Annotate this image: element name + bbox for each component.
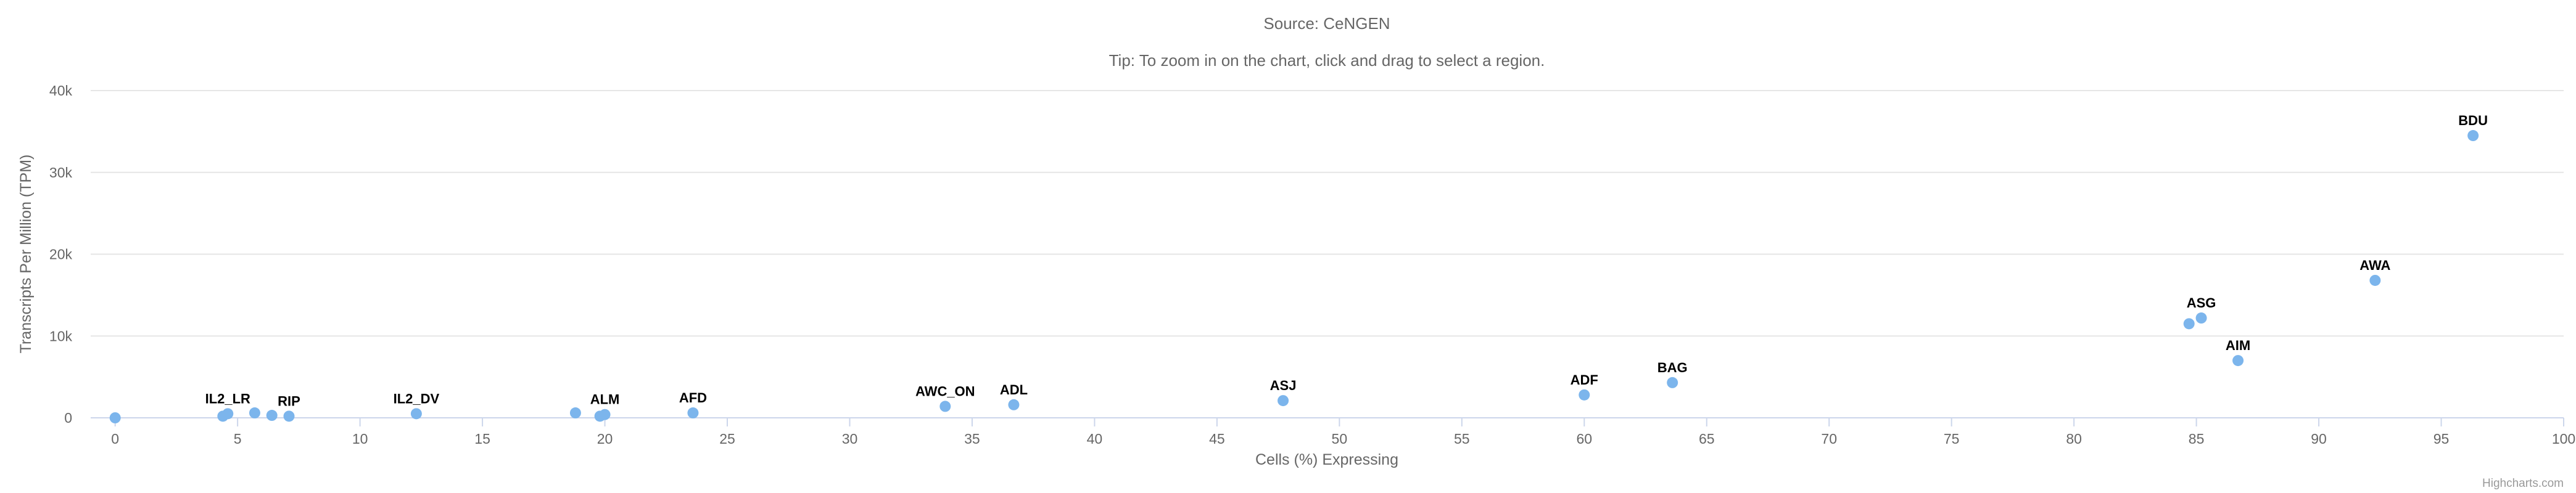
scatter-point[interactable] xyxy=(266,410,278,422)
x-tick-label: 15 xyxy=(474,431,490,447)
y-tick-label: 10k xyxy=(49,328,73,344)
grid xyxy=(91,90,2564,337)
point-label: ADF xyxy=(1571,372,1598,388)
scatter-point[interactable] xyxy=(410,408,422,420)
scatter-point[interactable] xyxy=(2183,318,2195,330)
axes: 0 10k 20k 30k 40k 0 5 10 15 20 25 30 35 40 45 50 55 60 65 7… xyxy=(49,83,2575,447)
highcharts-credits[interactable]: Highcharts.com xyxy=(2482,477,2564,490)
x-tick-label: 65 xyxy=(1699,431,1715,447)
point-label: ASJ xyxy=(1270,378,1297,393)
x-tick-label: 85 xyxy=(2189,431,2205,447)
point-label: AFD xyxy=(679,390,707,405)
point-label: AIM xyxy=(2226,338,2250,353)
x-tick-label: 40 xyxy=(1087,431,1103,447)
point-label: ASG xyxy=(2187,295,2216,311)
scatter-point[interactable] xyxy=(599,409,611,420)
x-tick-label: 25 xyxy=(719,431,735,447)
x-tick-label: 30 xyxy=(842,431,858,447)
scatter-point[interactable] xyxy=(1008,399,1020,410)
y-tick-label: 30k xyxy=(49,165,73,181)
x-tick-label: 95 xyxy=(2434,431,2450,447)
x-tick-label: 100 xyxy=(2552,431,2575,447)
y-axis-title: Transcripts Per Million (TPM) xyxy=(17,155,35,354)
y-tick-label: 20k xyxy=(49,246,73,263)
data-labels: IL2_LR RIP IL2_DV ALM AFD AWC_ON ADL ASJ ADF BAG A… xyxy=(204,112,2489,410)
point-label: AWC_ON xyxy=(915,383,975,399)
x-tick-label: 0 xyxy=(111,431,119,447)
zoom-tip: Tip: To zoom in on the chart, click and … xyxy=(1109,51,1545,70)
y-tick-label: 40k xyxy=(49,83,73,99)
scatter-point[interactable] xyxy=(2232,355,2244,367)
scatter-point[interactable] xyxy=(283,410,295,422)
scatter-point[interactable] xyxy=(1278,395,1289,407)
x-tick-label: 70 xyxy=(1821,431,1837,447)
chart-source: Source: CeNGEN xyxy=(1263,14,1390,33)
x-tick-label: 10 xyxy=(352,431,368,447)
point-label: IL2_LR xyxy=(205,391,250,406)
scatter-point[interactable] xyxy=(2195,312,2207,324)
x-tick-label: 80 xyxy=(2066,431,2082,447)
point-label: RIP xyxy=(278,393,300,409)
scatter-point[interactable] xyxy=(939,401,951,412)
scatter-point[interactable] xyxy=(1667,377,1678,388)
point-label: AWA xyxy=(2359,258,2390,273)
scatter-point[interactable] xyxy=(569,407,581,419)
x-tick-label: 50 xyxy=(1332,431,1348,447)
data-points[interactable] xyxy=(109,130,2479,423)
scatter-point[interactable] xyxy=(687,407,699,419)
point-label: BAG xyxy=(1657,360,1688,375)
point-label: ALM xyxy=(590,392,620,407)
y-tick-label: 0 xyxy=(64,410,72,426)
x-tick-label: 55 xyxy=(1454,431,1470,447)
x-tick-label: 60 xyxy=(1576,431,1592,447)
scatter-point[interactable] xyxy=(2369,274,2381,286)
scatter-point[interactable] xyxy=(249,407,260,419)
point-label: BDU xyxy=(2458,113,2488,128)
point-label: IL2_DV xyxy=(394,391,440,406)
x-axis-title: Cells (%) Expressing xyxy=(1255,451,1398,468)
x-tick-label: 35 xyxy=(964,431,980,447)
scatter-point[interactable] xyxy=(109,412,121,423)
scatter-point[interactable] xyxy=(2467,130,2479,142)
scatter-point[interactable] xyxy=(1579,389,1590,401)
x-tick-label: 90 xyxy=(2311,431,2327,447)
x-tick-label: 45 xyxy=(1209,431,1225,447)
x-tick-label: 20 xyxy=(597,431,613,447)
scatter-point[interactable] xyxy=(222,408,234,420)
point-label: ADL xyxy=(1000,382,1028,397)
x-tick-label: 5 xyxy=(234,431,242,447)
x-tick-label: 75 xyxy=(1944,431,1960,447)
